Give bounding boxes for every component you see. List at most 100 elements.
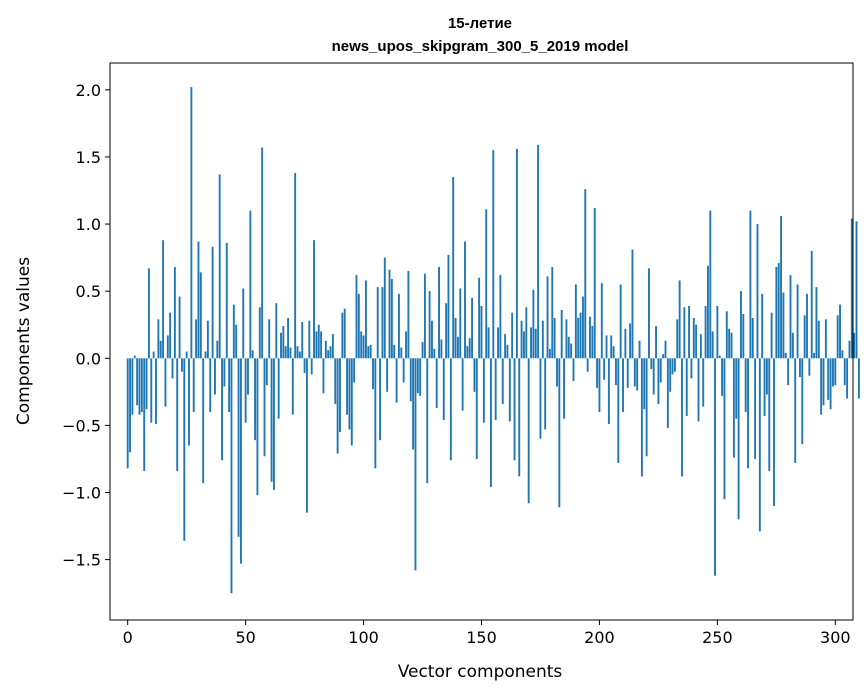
bar — [218, 174, 221, 359]
bar — [334, 358, 337, 404]
bar — [843, 358, 846, 386]
bar — [298, 351, 301, 359]
bar — [421, 342, 424, 359]
bar — [638, 340, 641, 359]
bar — [372, 358, 374, 390]
bar — [414, 358, 417, 571]
bar — [631, 249, 634, 359]
bar — [442, 358, 445, 421]
bar — [706, 265, 709, 359]
chart-title: 15-летие — [448, 15, 512, 32]
bar — [650, 358, 653, 370]
bar — [173, 267, 176, 359]
bar — [669, 358, 672, 392]
bar — [188, 358, 190, 446]
bar — [787, 358, 790, 386]
bar — [742, 313, 745, 359]
bar — [265, 358, 268, 386]
bar — [553, 318, 556, 359]
bar — [711, 331, 714, 359]
bar — [176, 358, 179, 472]
bar — [824, 319, 827, 359]
bar — [853, 332, 856, 359]
bar — [560, 309, 563, 359]
bar — [777, 262, 780, 359]
bar — [159, 340, 162, 359]
bar — [749, 210, 752, 359]
bar — [390, 279, 393, 359]
bar — [765, 358, 768, 395]
bar — [306, 358, 308, 513]
bar — [381, 287, 384, 359]
bar — [133, 355, 136, 359]
bar — [714, 358, 716, 576]
bar — [487, 327, 490, 359]
bar — [407, 271, 410, 359]
bar — [157, 319, 160, 359]
bar-series — [126, 87, 860, 594]
bar — [699, 334, 702, 359]
bar — [445, 303, 448, 359]
bar — [798, 358, 801, 378]
bar — [695, 324, 698, 359]
bar — [138, 358, 141, 415]
bar — [589, 316, 591, 359]
bar — [426, 358, 429, 484]
bar — [832, 358, 834, 387]
bar — [412, 358, 415, 450]
bar — [357, 293, 360, 359]
bar — [364, 280, 367, 359]
bar — [275, 303, 278, 359]
bar — [140, 358, 143, 412]
bar — [324, 340, 327, 359]
bar — [617, 358, 620, 463]
bar — [676, 319, 679, 359]
bar — [579, 312, 582, 359]
y-tick-label: −1.5 — [62, 551, 101, 570]
bar — [499, 275, 502, 359]
y-tick-label: 0.0 — [76, 349, 101, 368]
bar — [534, 328, 537, 359]
bar — [761, 293, 764, 359]
bar — [284, 346, 287, 359]
x-tick-label: 50 — [235, 628, 255, 647]
x-tick-label: 300 — [820, 628, 851, 647]
bar — [211, 246, 214, 359]
bar — [544, 358, 547, 430]
bar — [683, 307, 686, 359]
bar — [659, 358, 662, 383]
bar — [655, 326, 657, 359]
bar — [183, 358, 186, 541]
bar — [801, 358, 804, 445]
bar — [362, 335, 365, 359]
x-tick-label: 200 — [584, 628, 615, 647]
bar — [685, 358, 688, 416]
bar — [423, 273, 426, 359]
bar — [704, 305, 707, 359]
bar — [784, 352, 787, 359]
bar — [773, 358, 775, 506]
bar — [282, 326, 285, 359]
bar — [515, 148, 518, 359]
bar — [206, 320, 209, 359]
bar — [532, 289, 535, 359]
bar — [263, 358, 266, 457]
bar — [331, 334, 334, 359]
bar — [169, 312, 172, 359]
bar — [648, 268, 650, 359]
bar — [817, 320, 820, 359]
bar — [626, 358, 629, 388]
bar — [518, 358, 521, 477]
chart-subtitle: news_upos_skipgram_300_5_2019 model — [332, 38, 629, 55]
bar — [511, 312, 514, 359]
y-tick-label: 1.5 — [76, 148, 101, 167]
bar — [598, 358, 601, 412]
bar — [770, 312, 773, 359]
bar — [416, 358, 419, 394]
bar — [855, 221, 858, 359]
bar — [820, 358, 823, 415]
bar — [190, 87, 193, 359]
bar — [454, 318, 457, 359]
bar — [688, 305, 691, 359]
